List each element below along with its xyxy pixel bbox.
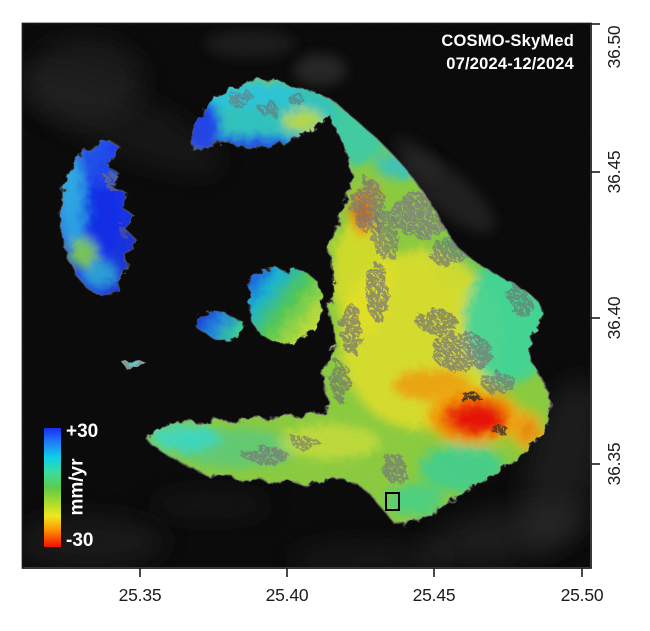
- x-axis-tick-marks: [139, 568, 583, 577]
- colorbar-max-label: +30: [66, 421, 98, 442]
- colorbar-unit-label: mm/yr: [67, 458, 88, 516]
- y-tick-label: 36.50: [604, 25, 624, 68]
- reference-area-marker: [385, 492, 400, 511]
- colorbar-gradient: [44, 428, 61, 547]
- x-tick-label: 25.45: [413, 585, 456, 605]
- plot-border: [21, 22, 592, 569]
- x-tick-label: 25.50: [561, 585, 604, 605]
- y-axis: 36.50 36.45 36.40 36.35: [591, 23, 624, 486]
- y-axis-tick-marks: [591, 23, 600, 465]
- x-tick-label: 25.40: [266, 585, 309, 605]
- colorbar-min-label: -30: [66, 530, 93, 551]
- colorbar: +30 mm/yr -30: [44, 421, 98, 551]
- map-title: COSMO-SkyMed 07/2024-12/2024: [441, 32, 574, 73]
- y-tick-label: 36.40: [604, 296, 624, 339]
- map-title-line1: COSMO-SkyMed: [441, 32, 574, 50]
- y-tick-label: 36.35: [604, 443, 624, 486]
- x-tick-label: 25.35: [119, 585, 162, 605]
- map-title-line2: 07/2024-12/2024: [446, 55, 574, 73]
- y-tick-label: 36.45: [604, 151, 624, 194]
- map-plot-area: COSMO-SkyMed 07/2024-12/2024 +30 mm/yr -…: [23, 24, 590, 567]
- x-axis: 25.35 25.40 25.45 25.50: [119, 568, 604, 605]
